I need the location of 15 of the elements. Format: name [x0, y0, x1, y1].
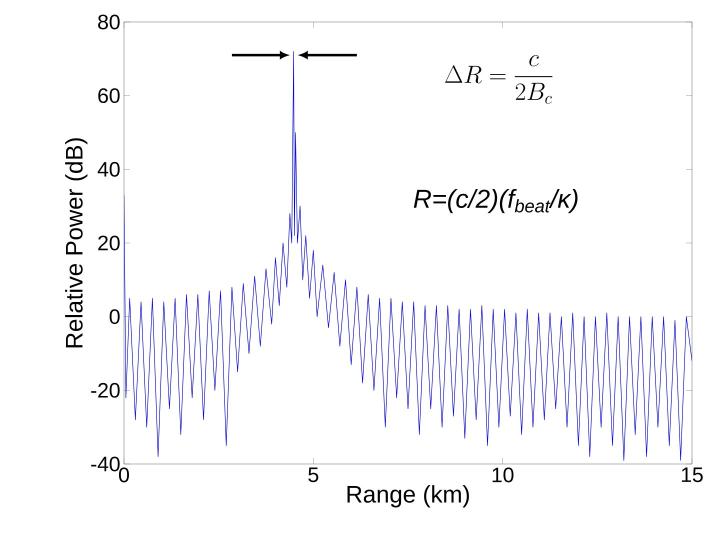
y-tick-label: -20 — [91, 382, 120, 398]
y-tick-label: 60 — [98, 88, 120, 104]
line-series — [124, 51, 692, 461]
annotation: R=(c/2)(f$_{beat}$/κ) — [414, 188, 578, 214]
y-axis-title: Relative Power (dB) — [65, 138, 88, 348]
y-tick-label: 40 — [98, 162, 120, 177]
x-axis-title: Range (km) — [348, 485, 469, 508]
y-tick-label: 0 — [110, 309, 120, 324]
x-tick-label: 10 — [492, 468, 514, 482]
x-tick-label: 5 — [308, 468, 318, 482]
annotation: $\Delta R=\frac{c}{2B_c}$ — [445, 55, 552, 104]
y-tick-label: -40 — [91, 456, 120, 472]
y-tick-label: 20 — [98, 236, 120, 250]
y-tick-label: 80 — [98, 14, 120, 30]
x-tick-label: 15 — [682, 468, 703, 482]
